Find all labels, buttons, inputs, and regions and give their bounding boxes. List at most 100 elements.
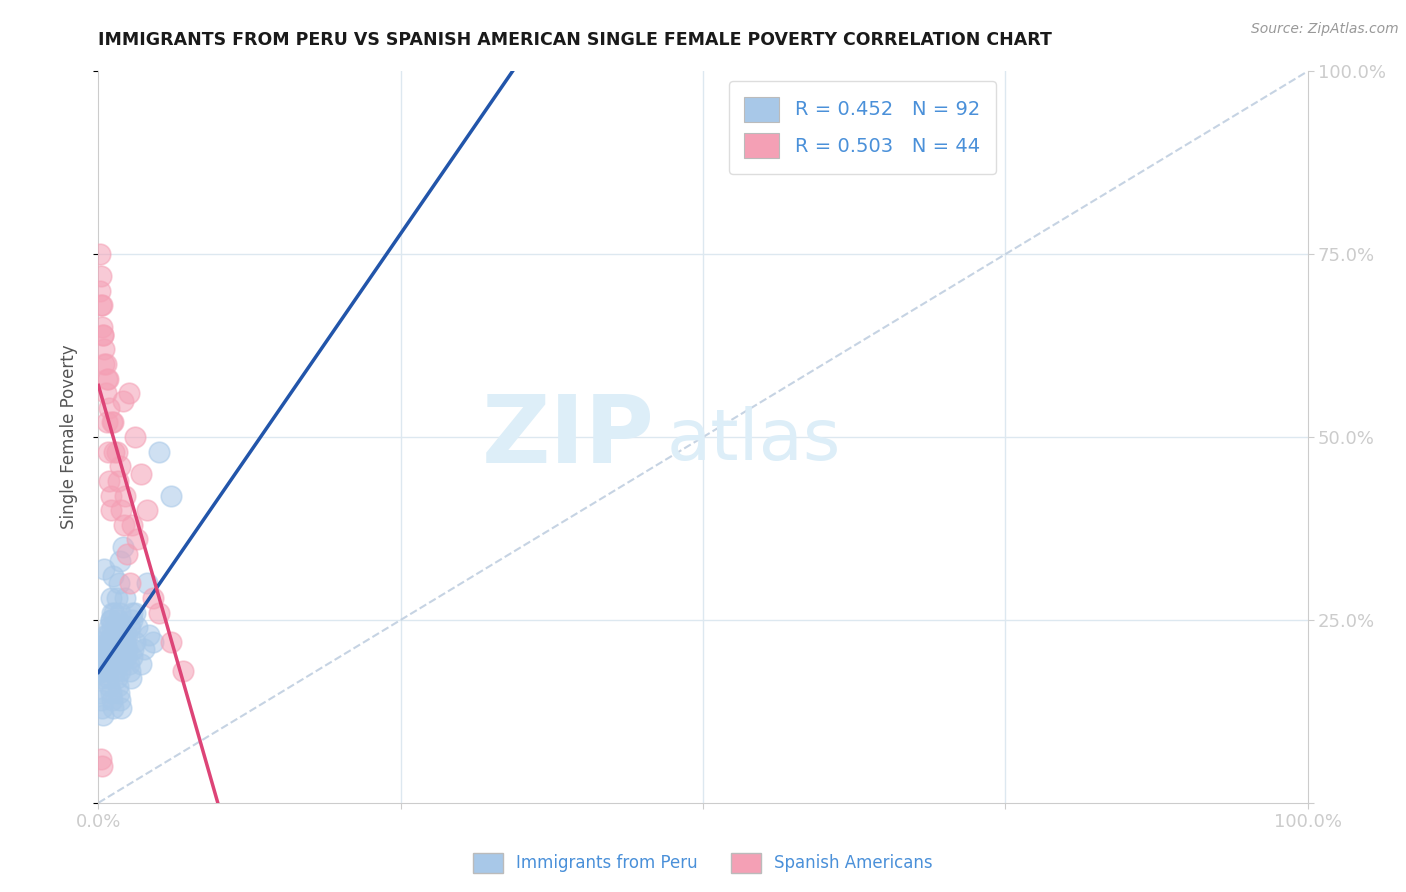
Point — [100, 635, 122, 649]
Point — [118, 664, 141, 678]
Point — [108, 554, 131, 568]
Point — [105, 444, 128, 458]
Point — [142, 635, 165, 649]
Point — [97, 642, 120, 657]
Point — [100, 606, 122, 620]
Point — [107, 613, 129, 627]
Point — [105, 635, 128, 649]
Point — [89, 686, 111, 700]
Point — [117, 547, 139, 561]
Point — [98, 679, 121, 693]
Point — [112, 517, 135, 532]
Point — [121, 517, 143, 532]
Point — [94, 357, 117, 371]
Point — [96, 664, 118, 678]
Point — [108, 686, 131, 700]
Point — [110, 700, 132, 714]
Point — [103, 444, 125, 458]
Point — [111, 635, 134, 649]
Point — [108, 606, 131, 620]
Point — [134, 642, 156, 657]
Point — [100, 693, 122, 707]
Point — [101, 569, 124, 583]
Point — [118, 576, 141, 591]
Point — [104, 664, 127, 678]
Point — [117, 627, 139, 641]
Point — [105, 672, 128, 686]
Point — [148, 606, 170, 620]
Point — [127, 533, 149, 547]
Point — [129, 657, 152, 671]
Point — [118, 657, 141, 671]
Point — [94, 649, 117, 664]
Point — [93, 664, 115, 678]
Point — [101, 649, 124, 664]
Point — [108, 657, 131, 671]
Point — [122, 642, 145, 657]
Point — [94, 627, 117, 641]
Point — [100, 489, 122, 503]
Point — [97, 444, 120, 458]
Point — [93, 649, 115, 664]
Point — [138, 627, 160, 641]
Point — [118, 386, 141, 401]
Point — [121, 613, 143, 627]
Point — [91, 642, 114, 657]
Point — [93, 357, 115, 371]
Point — [107, 679, 129, 693]
Point — [108, 459, 131, 474]
Point — [91, 635, 114, 649]
Legend: R = 0.452   N = 92, R = 0.503   N = 44: R = 0.452 N = 92, R = 0.503 N = 44 — [728, 81, 995, 174]
Legend: Immigrants from Peru, Spanish Americans: Immigrants from Peru, Spanish Americans — [467, 847, 939, 880]
Point — [97, 642, 120, 657]
Point — [124, 606, 146, 620]
Text: ZIP: ZIP — [482, 391, 655, 483]
Point — [91, 327, 114, 342]
Point — [111, 393, 134, 408]
Point — [96, 649, 118, 664]
Point — [108, 576, 131, 591]
Point — [91, 327, 114, 342]
Point — [91, 298, 114, 312]
Point — [107, 474, 129, 488]
Point — [129, 467, 152, 481]
Point — [104, 620, 127, 634]
Point — [100, 686, 122, 700]
Point — [101, 416, 124, 430]
Point — [96, 371, 118, 385]
Point — [172, 664, 194, 678]
Text: IMMIGRANTS FROM PERU VS SPANISH AMERICAN SINGLE FEMALE POVERTY CORRELATION CHART: IMMIGRANTS FROM PERU VS SPANISH AMERICAN… — [98, 31, 1052, 49]
Point — [98, 474, 121, 488]
Point — [90, 693, 112, 707]
Point — [108, 664, 131, 678]
Point — [98, 401, 121, 415]
Point — [91, 320, 114, 334]
Point — [89, 247, 111, 261]
Point — [115, 649, 138, 664]
Point — [114, 489, 136, 503]
Point — [98, 635, 121, 649]
Point — [94, 657, 117, 671]
Point — [127, 620, 149, 634]
Point — [103, 606, 125, 620]
Point — [91, 759, 114, 773]
Point — [100, 416, 122, 430]
Point — [94, 386, 117, 401]
Point — [148, 444, 170, 458]
Point — [160, 489, 183, 503]
Point — [100, 613, 122, 627]
Point — [105, 591, 128, 605]
Point — [135, 503, 157, 517]
Y-axis label: Single Female Poverty: Single Female Poverty — [59, 345, 77, 529]
Point — [97, 627, 120, 641]
Point — [118, 620, 141, 634]
Point — [160, 635, 183, 649]
Point — [91, 657, 114, 671]
Point — [94, 642, 117, 657]
Point — [124, 635, 146, 649]
Point — [93, 343, 115, 357]
Point — [104, 642, 127, 657]
Point — [111, 642, 134, 657]
Point — [93, 649, 115, 664]
Point — [120, 672, 142, 686]
